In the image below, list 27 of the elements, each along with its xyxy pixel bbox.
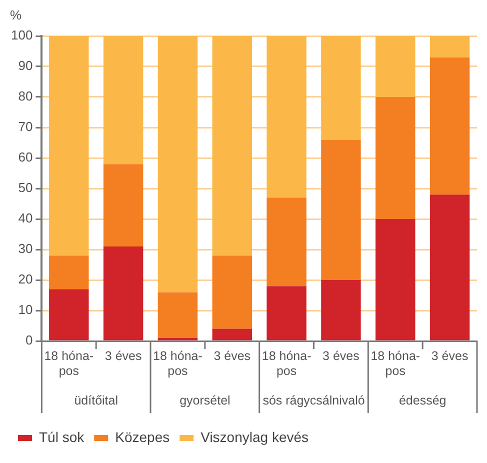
y-tick-label: 100 [10, 28, 33, 43]
x-tick-label: 18 hóna- pos [262, 348, 312, 378]
legend-label: Viszonylag kevés [200, 428, 309, 445]
x-tick-label: 18 hóna- pos [44, 348, 94, 378]
y-tick-label: 10 [18, 302, 33, 318]
text: sós rágycsálnivaló [262, 393, 365, 408]
x-tick-label: 3 éves [322, 348, 360, 363]
y-tick-label: 30 [18, 241, 33, 256]
text: édesség [398, 393, 446, 408]
text: gyorsétel [180, 393, 230, 408]
x-tick-label: 18 hóna- pos [153, 348, 202, 378]
x-tick-label: 18 hóna- pos [370, 348, 420, 378]
y-axis-title: % [10, 8, 22, 23]
y-tick-label: 60 [18, 150, 33, 165]
legend-label: Túl sok [39, 428, 86, 445]
legend-label: Közepes [115, 428, 170, 445]
x-tick-label: 3 éves [431, 348, 468, 363]
y-tick-label: 20 [18, 272, 33, 287]
text: üdítőital [74, 393, 118, 408]
y-tick-label: 40 [18, 210, 33, 226]
y-tick-label: 50 [18, 180, 33, 196]
y-tick-label: 80 [18, 88, 33, 104]
x-tick-label: 3 éves [104, 348, 142, 363]
y-tick-label: 90 [18, 58, 33, 74]
y-tick-label: 70 [18, 119, 33, 134]
x-tick-label: 3 éves [214, 348, 251, 363]
y-tick-label: 0 [25, 332, 33, 348]
